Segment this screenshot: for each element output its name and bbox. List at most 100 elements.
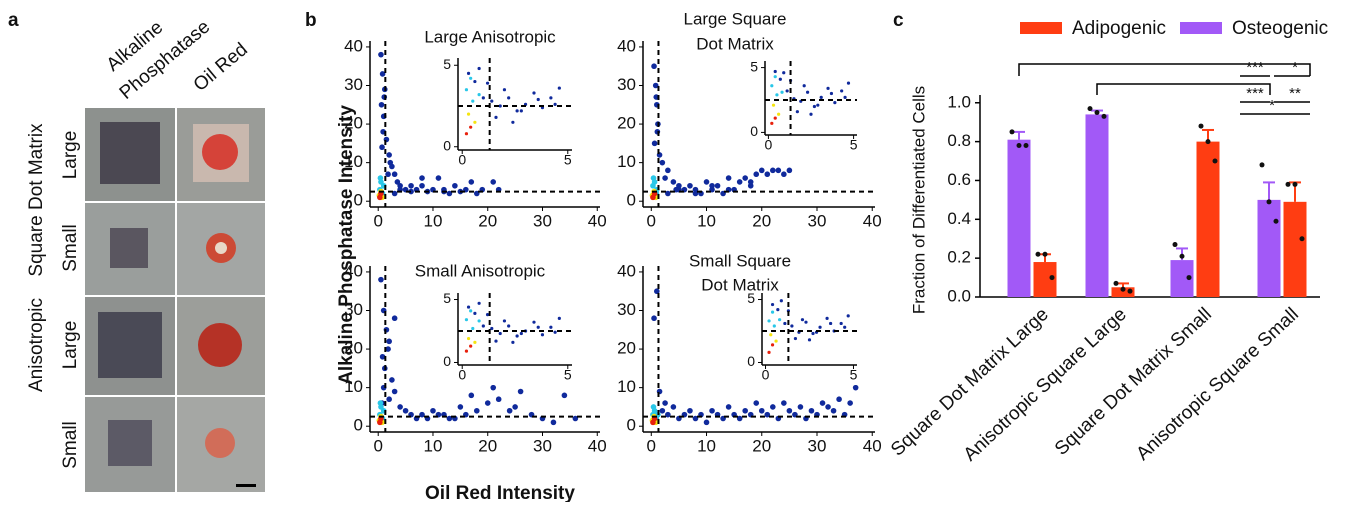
point [742, 175, 748, 181]
point [485, 81, 490, 85]
point [490, 179, 497, 185]
point [435, 175, 442, 181]
y-axis-label: Alkaline Phosphatase Intensity [336, 105, 357, 385]
point [771, 103, 776, 107]
point [825, 316, 829, 321]
point [471, 99, 475, 103]
y-tick-label: 10 [344, 152, 363, 171]
point [779, 299, 783, 303]
point [775, 93, 779, 97]
replicate-point [1094, 109, 1100, 115]
x-tick-label: 5 [564, 152, 572, 168]
y-axis-label: Fraction of Differentiated Cells [909, 86, 928, 314]
point [502, 88, 507, 92]
point [469, 309, 473, 313]
point [391, 171, 398, 178]
significance-label: * [1292, 59, 1298, 76]
replicate-point [1292, 181, 1298, 187]
replicate-point [1212, 158, 1218, 164]
replicate-point [1009, 129, 1015, 135]
point [725, 404, 732, 410]
point [473, 340, 477, 344]
x-tick-label: Anisotropic Square Small [1132, 304, 1302, 465]
point [557, 316, 561, 321]
bar [1257, 199, 1281, 297]
point [477, 92, 481, 97]
y-tick-label: 5 [443, 56, 451, 72]
point [846, 314, 850, 318]
bar [1007, 139, 1031, 297]
cell [98, 312, 162, 378]
point [703, 179, 710, 185]
x-tick-label: Anisotropic Square Large [960, 304, 1131, 466]
point [377, 400, 384, 406]
point [385, 346, 391, 352]
point [676, 182, 682, 189]
point [419, 182, 425, 189]
replicate-point [1299, 236, 1305, 242]
point [517, 388, 524, 395]
point [502, 319, 507, 323]
point [777, 112, 781, 116]
stain [202, 134, 238, 170]
inset-background [741, 59, 863, 155]
x-tick-label: 10 [697, 436, 716, 455]
point [847, 400, 853, 406]
point [811, 331, 815, 336]
point [494, 339, 498, 343]
x-tick-label: 30 [533, 436, 552, 455]
y-tick-label: 0 [354, 416, 363, 435]
replicate-point [1127, 288, 1133, 294]
point [378, 51, 384, 58]
point [532, 320, 536, 324]
point [386, 396, 392, 403]
point [770, 167, 776, 174]
point [484, 400, 491, 406]
y-tick-label: 5 [443, 290, 451, 306]
y-tick-label: 0 [443, 353, 451, 369]
replicate-point [1113, 280, 1119, 286]
point [389, 377, 395, 383]
x-tick-label: Square Dot Matrix Large [887, 304, 1053, 461]
point [692, 190, 699, 197]
significance-label: ** [1289, 85, 1301, 102]
point [819, 400, 826, 406]
y-tick-label: 5 [750, 58, 758, 74]
point [464, 88, 469, 92]
point [836, 396, 842, 403]
significance-label: * [1269, 97, 1275, 114]
point [473, 311, 477, 315]
point [725, 175, 732, 181]
point [408, 188, 414, 195]
point [650, 404, 657, 410]
bar [1111, 287, 1135, 297]
replicate-point [1273, 218, 1279, 224]
chart-title: Dot Matrix [701, 275, 779, 294]
point [391, 190, 398, 197]
row-label: Large [60, 321, 81, 370]
x-tick-label: 0 [458, 367, 466, 383]
point [485, 313, 490, 317]
y-tick-label: 0.4 [947, 209, 971, 228]
point [659, 159, 666, 166]
point [687, 407, 693, 414]
point [692, 186, 699, 193]
point [468, 392, 475, 399]
point [397, 182, 403, 189]
replicate-point [1266, 199, 1272, 205]
point [391, 388, 398, 395]
point [773, 116, 777, 120]
cell [100, 122, 160, 184]
replicate-point [1023, 143, 1029, 148]
point [507, 96, 511, 100]
point [843, 95, 847, 100]
chart-title: Large Anisotropic [424, 27, 556, 46]
point [498, 104, 502, 108]
bar [1085, 114, 1109, 297]
legend-label: Osteogenic [1232, 18, 1328, 39]
point [494, 115, 498, 120]
y-tick-label: 20 [617, 339, 636, 358]
point [473, 79, 477, 84]
stain [215, 242, 227, 254]
